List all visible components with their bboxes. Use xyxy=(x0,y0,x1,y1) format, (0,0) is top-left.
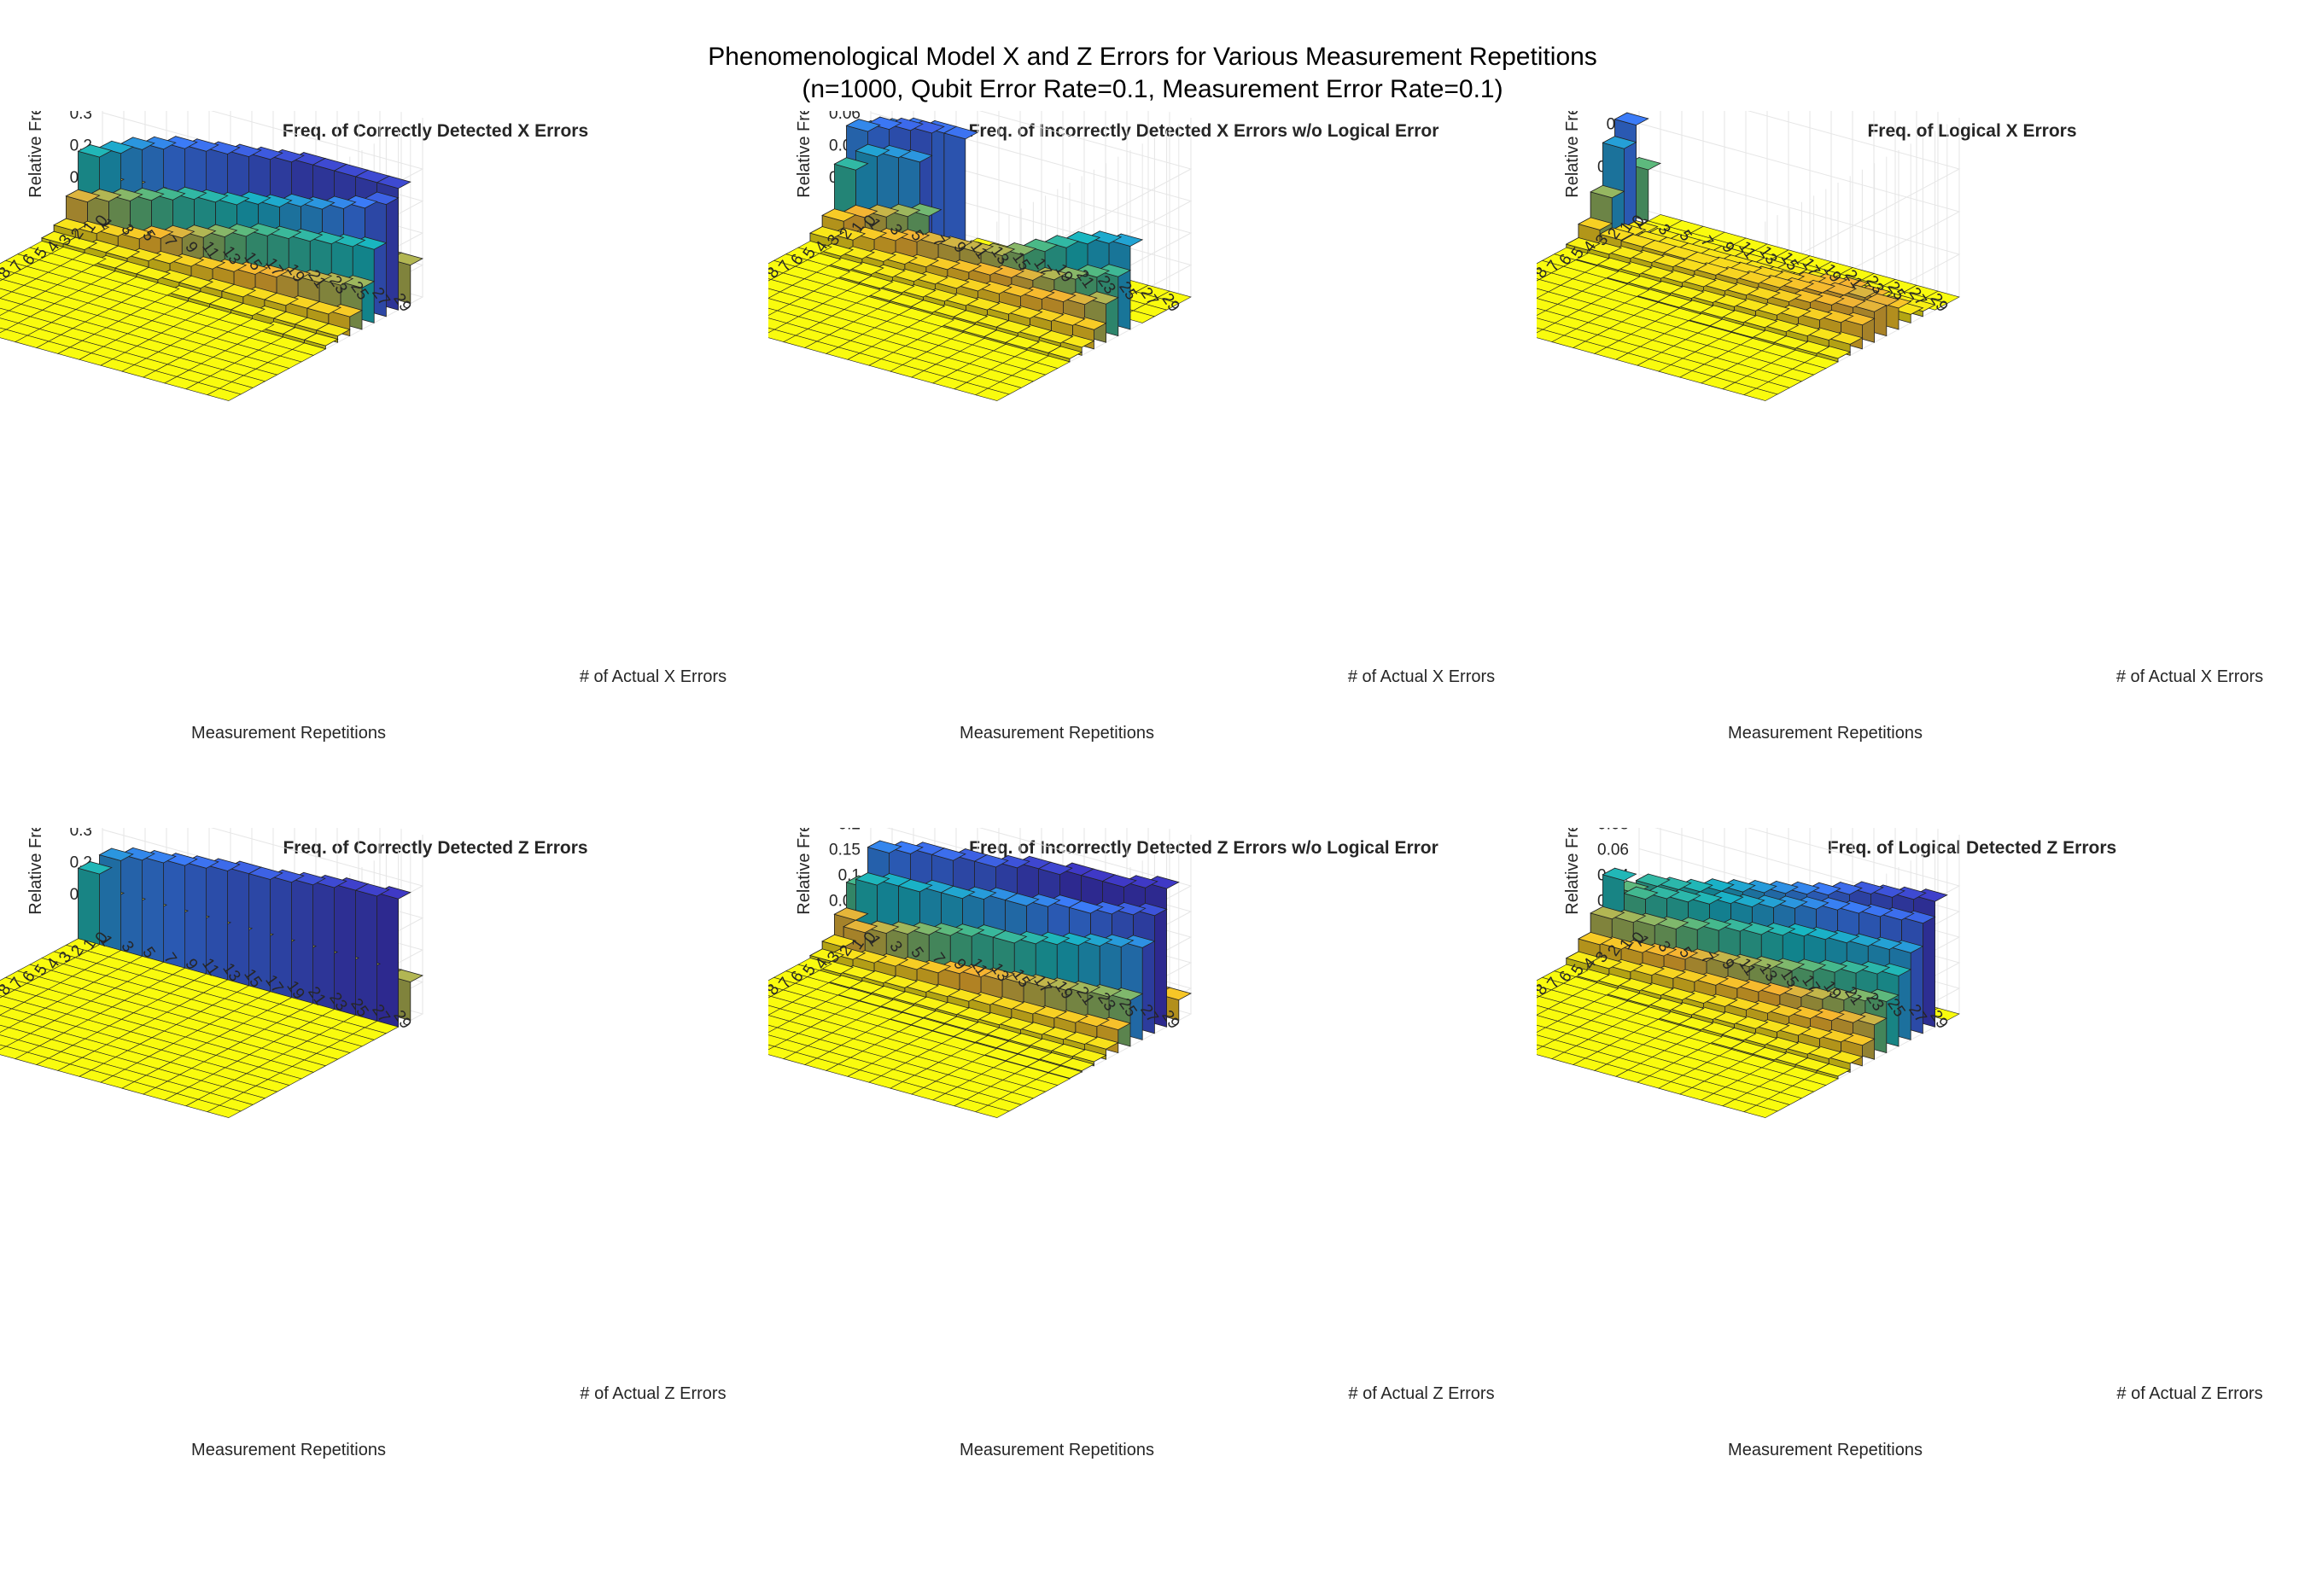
chart-title: Freq. of Logical Detected Z Errors xyxy=(1828,838,2116,858)
bar-x9-rep23 xyxy=(983,329,1019,345)
x-axis-label: # of Actual Z Errors xyxy=(1348,1384,1494,1403)
bar-x0-rep9 xyxy=(942,125,979,246)
z-axis-label: Relative Freq. xyxy=(795,111,814,198)
bar-x1-rep21 xyxy=(290,871,326,1005)
z-axis-label: Relative Freq. xyxy=(26,111,45,198)
bar3d-chart-incorrect-x: Freq. of Incorrectly Detected X Errors w… xyxy=(768,111,1495,743)
y-axis-label: Measurement Repetitions xyxy=(1728,1441,1923,1459)
bars xyxy=(1537,112,1960,401)
chart-title: Freq. of Incorrectly Detected X Errors w… xyxy=(969,121,1439,141)
bar-x1-rep13 xyxy=(205,858,241,981)
z-tick-label: 0.08 xyxy=(1597,828,1629,834)
bar3d-chart-logical-z: Freq. of Logical Detected Z Errors00.020… xyxy=(1537,828,2263,1459)
z-axis-label: Relative Freq. xyxy=(1563,111,1582,198)
bar-x15-rep9 xyxy=(0,329,28,342)
y-axis-label: Measurement Repetitions xyxy=(960,1441,1154,1459)
z-tick-label: 0.06 xyxy=(1597,842,1629,859)
bar-x11-rep3 xyxy=(0,1005,13,1016)
bar-x1-rep17 xyxy=(248,866,283,993)
bar-x1-rep1 xyxy=(77,860,113,946)
figure-title-line-2: (n=1000, Qubit Error Rate=0.1, Measureme… xyxy=(802,75,1503,103)
bar-x15-rep9 xyxy=(768,329,797,342)
z-tick-label: 0.2 xyxy=(838,828,861,834)
chart-panel-incorrect-x: Freq. of Incorrectly Detected X Errors w… xyxy=(768,111,1537,879)
bar-x15-rep9 xyxy=(768,1046,797,1059)
z-tick-label: 0.3 xyxy=(70,828,92,840)
bar-x15-rep7 xyxy=(0,327,7,334)
bars xyxy=(768,116,1192,401)
z-axis-label: Relative Freq. xyxy=(795,828,814,915)
chart-panel-logical-x: Freq. of Logical X Errors00.050.10.15Rel… xyxy=(1537,111,2305,879)
chart-title: Freq. of Incorrectly Detected Z Errors w… xyxy=(969,838,1438,858)
y-axis-label: Measurement Repetitions xyxy=(191,1441,386,1459)
figure-title: Phenomenological Model X and Z Errors fo… xyxy=(0,41,2305,106)
bar-x15-rep7 xyxy=(768,1044,775,1051)
bar-x13-rep5 xyxy=(0,307,10,316)
x-axis-label: # of Actual X Errors xyxy=(2116,667,2263,686)
bar-x1-rep3 xyxy=(98,848,134,952)
z-tick-label: 0.3 xyxy=(70,111,92,123)
bar-x10-rep1 xyxy=(1537,278,1540,282)
x-axis-label: # of Actual Z Errors xyxy=(580,1384,726,1403)
z-tick-label: 0.15 xyxy=(829,842,861,859)
bars xyxy=(0,847,424,1118)
bar-x11-rep3 xyxy=(1537,288,1549,299)
bar-x13-rep5 xyxy=(0,1024,10,1033)
bar3d-chart-incorrect-z: Freq. of Incorrectly Detected Z Errors w… xyxy=(768,828,1495,1459)
chart-panel-logical-z: Freq. of Logical Detected Z Errors00.020… xyxy=(1537,828,2305,1596)
chart-title: Freq. of Logical X Errors xyxy=(1867,121,2076,141)
bar-x15-rep9 xyxy=(1537,1046,1565,1059)
bar-x11-rep3 xyxy=(768,288,781,299)
bar3d-chart-correct-z: Freq. of Correctly Detected Z Errors00.1… xyxy=(0,828,727,1459)
x-axis-label: # of Actual X Errors xyxy=(580,667,727,686)
bars xyxy=(768,840,1193,1118)
bar-x6-rep19 xyxy=(208,296,244,314)
x-axis-label: # of Actual X Errors xyxy=(1348,667,1495,686)
bar-x13-rep5 xyxy=(768,307,779,316)
bar-x9-rep29 xyxy=(1815,1063,1852,1080)
bar-x13-rep5 xyxy=(768,1024,779,1033)
bar-x10-rep1 xyxy=(0,278,3,282)
bar-x8-rep13 xyxy=(889,294,925,309)
figure-title-line-1: Phenomenological Model X and Z Errors fo… xyxy=(708,43,1597,71)
bar-x13-rep5 xyxy=(1537,307,1547,316)
x-axis-label: # of Actual Z Errors xyxy=(2116,1384,2262,1403)
bar-x1-rep15 xyxy=(226,860,262,987)
bar3d-chart-correct-x: Freq. of Correctly Detected X Errors00.1… xyxy=(0,111,727,743)
chart-title: Freq. of Correctly Detected X Errors xyxy=(283,121,588,141)
chart-panel-incorrect-z: Freq. of Incorrectly Detected Z Errors w… xyxy=(768,828,1537,1596)
y-axis-label: Measurement Repetitions xyxy=(191,724,386,743)
bar-x11-rep3 xyxy=(0,288,13,299)
bar-x4-rep1 xyxy=(40,230,77,248)
bar-x15-rep9 xyxy=(0,1046,28,1059)
bar-x15-rep7 xyxy=(0,1044,7,1051)
z-tick-label: 0.06 xyxy=(829,111,861,123)
bar-x15-rep7 xyxy=(1537,1044,1543,1051)
bar-x10-rep1 xyxy=(0,995,3,999)
y-axis-label: Measurement Repetitions xyxy=(1728,724,1923,743)
y-axis-label: Measurement Repetitions xyxy=(960,724,1154,743)
bar-x11-rep3 xyxy=(768,1005,781,1016)
bar3d-chart-logical-x: Freq. of Logical X Errors00.050.10.15Rel… xyxy=(1537,111,2263,743)
bar-x1-rep27 xyxy=(354,882,390,1022)
bar-x15-rep7 xyxy=(768,327,775,334)
bar-x15-rep7 xyxy=(1537,327,1543,334)
bar-x10-rep1 xyxy=(768,995,772,999)
bar-x1-rep19 xyxy=(269,869,305,999)
bar-x10-rep1 xyxy=(768,278,772,282)
bar-x13-rep5 xyxy=(1537,1024,1547,1033)
chart-panel-correct-z: Freq. of Correctly Detected Z Errors00.1… xyxy=(0,828,768,1596)
bar-x10-rep1 xyxy=(1537,995,1540,999)
z-axis-label: Relative Freq. xyxy=(26,828,45,915)
bar-x11-rep3 xyxy=(1537,1005,1549,1016)
bars xyxy=(0,136,424,401)
chart-panel-correct-x: Freq. of Correctly Detected X Errors00.1… xyxy=(0,111,768,879)
z-axis-label: Relative Freq. xyxy=(1563,828,1582,915)
bar-x3-rep3 xyxy=(843,919,878,964)
bars xyxy=(1537,867,1960,1118)
chart-title: Freq. of Correctly Detected Z Errors xyxy=(283,838,587,858)
bar-x15-rep9 xyxy=(1537,329,1565,342)
